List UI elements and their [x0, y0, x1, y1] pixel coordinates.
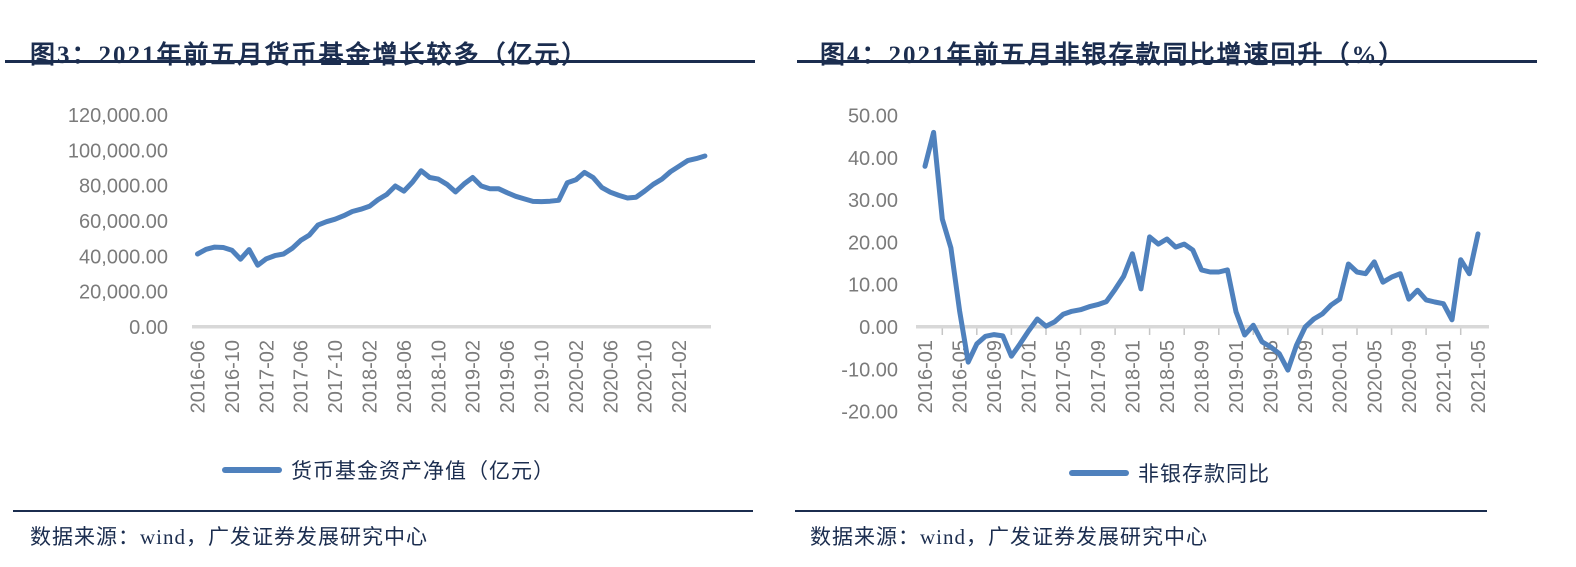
y-axis-tick-label: 0.00 — [129, 317, 168, 339]
y-axis-tick-label: -10.00 — [841, 359, 898, 381]
x-axis-tick-label: 2020-02 — [566, 340, 588, 413]
x-axis-tick-label: 2020-10 — [635, 340, 657, 413]
x-axis-tick-label: 2019-01 — [1226, 340, 1248, 413]
x-axis-tick-label: 2021-02 — [669, 340, 691, 413]
figure-4-title: 图4：2021年前五月非银存款同比增速回升（%） — [820, 41, 1406, 69]
x-axis-tick-label: 2016-06 — [188, 340, 210, 413]
x-axis-line — [192, 325, 711, 329]
y-axis-tick-label: 30.00 — [848, 190, 898, 212]
y-axis-tick-label: 60,000.00 — [79, 211, 168, 233]
x-axis-tick-label: 2020-01 — [1330, 340, 1352, 413]
x-axis-tick-label: 2016-09 — [984, 340, 1006, 413]
x-axis-line — [916, 325, 1489, 329]
x-axis-tick-label: 2017-06 — [291, 340, 313, 413]
x-axis-tick-label: 2017-05 — [1053, 340, 1075, 413]
figure-4-title-rule — [797, 60, 1537, 63]
y-axis-tick-label: 40.00 — [848, 148, 898, 170]
figure-3-title-rule — [5, 60, 755, 63]
x-axis-tick-label: 2018-02 — [360, 340, 382, 413]
x-axis-tick-label: 2020-09 — [1399, 340, 1421, 413]
figure-3-legend-line-swatch — [222, 467, 282, 473]
x-axis-tick-label: 2018-01 — [1122, 340, 1144, 413]
x-axis-tick-label: 2017-10 — [325, 340, 347, 413]
x-axis-tick-label: 2019-06 — [497, 340, 519, 413]
figure-3-data-source: 数据来源：wind，广发证券发展研究中心 — [30, 525, 428, 549]
x-axis-tick-label: 2018-05 — [1157, 340, 1179, 413]
x-axis-tick-label: 2019-02 — [463, 340, 485, 413]
data-series-line — [922, 129, 1481, 373]
figure-4-legend: 非银存款同比 — [1069, 458, 1270, 488]
y-axis-tick-label: 100,000.00 — [68, 140, 168, 162]
x-axis-tick-label: 2021-05 — [1468, 340, 1490, 413]
x-axis-tick-label: 2018-06 — [394, 340, 416, 413]
y-axis-tick-label: 120,000.00 — [68, 105, 168, 127]
figure-3-legend: 货币基金资产净值（亿元） — [222, 455, 555, 485]
figure-3-title: 图3：2021年前五月货币基金增长较多（亿元） — [30, 41, 589, 69]
figure-4-legend-label: 非银存款同比 — [1138, 462, 1270, 486]
figure-3-line-chart: 120,000.00 100,000.00 80,000.00 60,000.00 40… — [68, 105, 711, 413]
figure-3-footer-rule — [13, 510, 753, 512]
x-axis-tick-label: 2017-01 — [1019, 340, 1041, 413]
y-axis-tick-label: 10.00 — [848, 275, 898, 297]
x-axis-tick-label: 2019-09 — [1295, 340, 1317, 413]
figure-4-line-chart: 50.00 40.00 30.00 20.00 10.00 0.00 -10.00 -20.0… — [841, 106, 1490, 424]
figure-4-data-source: 数据来源：wind，广发证券发展研究中心 — [810, 525, 1208, 549]
x-axis-tick-label: 2018-09 — [1192, 340, 1214, 413]
x-axis-tick-label: 2019-10 — [532, 340, 554, 413]
x-axis-tick-label: 2019-05 — [1261, 340, 1283, 413]
x-axis-tick-label: 2016-01 — [915, 340, 937, 413]
x-axis-tick-label: 2017-02 — [256, 340, 278, 413]
y-axis-tick-label: 20.00 — [848, 232, 898, 254]
x-axis-tick-label: 2016-10 — [222, 340, 244, 413]
x-axis-tick-label: 2020-05 — [1364, 340, 1386, 413]
y-axis-tick-label: 80,000.00 — [79, 176, 168, 198]
figure-4-legend-line-swatch — [1069, 470, 1129, 476]
x-axis-tick-label: 2018-10 — [428, 340, 450, 413]
x-axis-tick-label: 2017-09 — [1088, 340, 1110, 413]
figure-4-footer-rule — [795, 510, 1487, 512]
y-axis-tick-label: -20.00 — [841, 402, 898, 424]
x-axis-tick-label: 2020-06 — [600, 340, 622, 413]
y-axis-tick-label: 0.00 — [859, 317, 898, 339]
data-series-line — [195, 153, 708, 268]
y-axis-tick-label: 50.00 — [848, 106, 898, 128]
y-axis-tick-label: 40,000.00 — [79, 246, 168, 268]
y-axis-tick-label: 20,000.00 — [79, 282, 168, 304]
x-axis-tick-label: 2021-01 — [1433, 340, 1455, 413]
figure-3-legend-label: 货币基金资产净值（亿元） — [291, 459, 555, 483]
